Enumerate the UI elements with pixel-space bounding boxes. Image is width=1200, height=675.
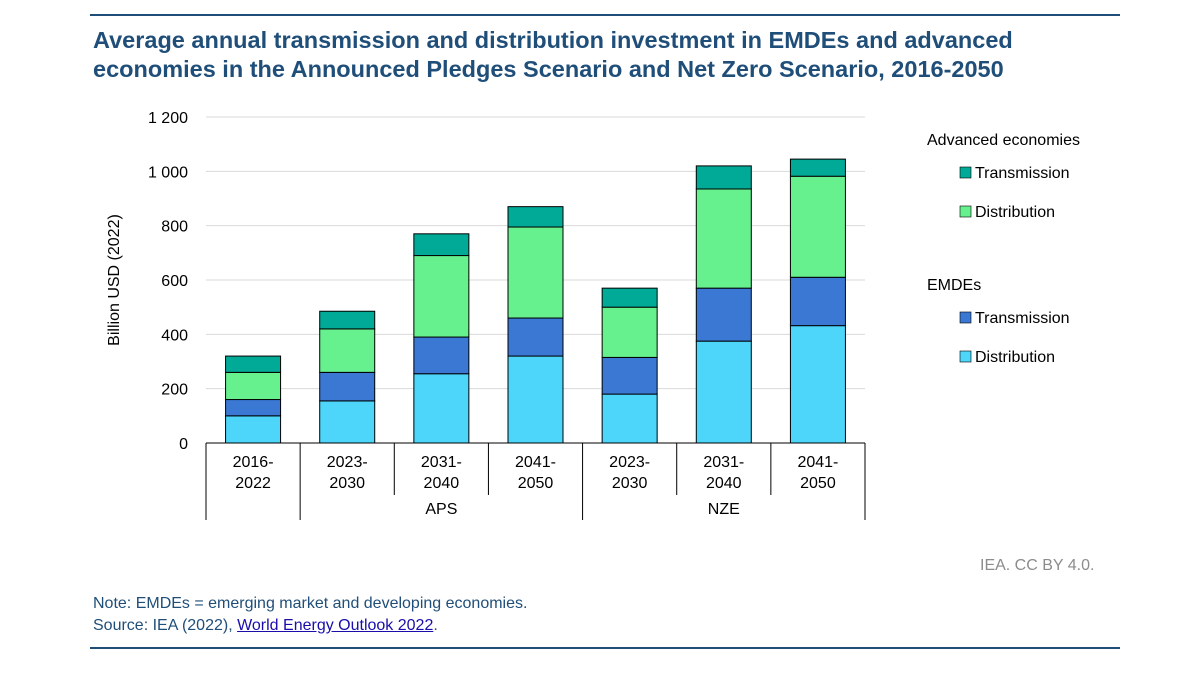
bar-emdes-transmission bbox=[695, 287, 752, 342]
bar-advanced-economies-distribution bbox=[319, 328, 376, 373]
y-tick-label: 0 bbox=[179, 436, 188, 453]
x-tick-label: 2041- bbox=[515, 454, 556, 471]
bar-advanced-economies-transmission bbox=[225, 355, 282, 373]
group-label: NZE bbox=[708, 501, 740, 518]
legend-swatch bbox=[959, 350, 972, 363]
legend-swatch bbox=[959, 166, 972, 179]
bar-emdes-distribution bbox=[601, 393, 658, 444]
source-suffix: . bbox=[433, 617, 438, 634]
y-tick-label: 1 200 bbox=[148, 110, 188, 127]
bar-advanced-economies-transmission bbox=[507, 206, 564, 228]
bar-advanced-economies-distribution bbox=[601, 306, 658, 358]
legend-label: Transmission bbox=[975, 165, 1070, 182]
bar-advanced-economies-distribution bbox=[413, 255, 470, 338]
bottom-rule bbox=[90, 647, 1120, 649]
bar-advanced-economies-transmission bbox=[319, 310, 376, 330]
credit-text: IEA. CC BY 4.0. bbox=[980, 557, 1095, 574]
x-tick-label: 2030 bbox=[329, 475, 365, 492]
x-tick-label: 2041- bbox=[797, 454, 838, 471]
bar-emdes-transmission bbox=[225, 399, 282, 417]
group-label: APS bbox=[425, 501, 457, 518]
legend-label: Distribution bbox=[975, 349, 1055, 366]
bar-emdes-distribution bbox=[789, 325, 846, 444]
bar-advanced-economies-distribution bbox=[225, 371, 282, 401]
y-axis-title: Billion USD (2022) bbox=[106, 214, 123, 346]
x-tick-label: 2022 bbox=[235, 475, 271, 492]
bar-advanced-economies-transmission bbox=[789, 158, 846, 177]
bar-advanced-economies-transmission bbox=[601, 287, 658, 308]
note-line: Note: EMDEs = emerging market and develo… bbox=[93, 595, 528, 612]
x-tick-label: 2050 bbox=[518, 475, 554, 492]
bar-emdes-distribution bbox=[507, 355, 564, 444]
y-tick-label: 400 bbox=[161, 327, 188, 344]
y-tick-label: 800 bbox=[161, 219, 188, 236]
bar-advanced-economies-distribution bbox=[507, 226, 564, 319]
note-block: Note: EMDEs = emerging market and develo… bbox=[93, 593, 527, 637]
y-tick-label: 1 000 bbox=[148, 164, 188, 181]
x-tick-label: 2016- bbox=[233, 454, 274, 471]
legend-swatch bbox=[959, 205, 972, 218]
bar-emdes-distribution bbox=[695, 340, 752, 444]
source-line: Source: IEA (2022), World Energy Outlook… bbox=[93, 615, 527, 637]
legend-title: EMDEs bbox=[927, 277, 981, 294]
y-tick-label: 200 bbox=[161, 382, 188, 399]
chart-title: Average annual transmission and distribu… bbox=[93, 27, 1013, 82]
legend-swatch bbox=[959, 311, 972, 324]
bar-emdes-transmission bbox=[789, 276, 846, 327]
x-tick-label: 2040 bbox=[424, 475, 460, 492]
x-tick-label: 2040 bbox=[706, 475, 742, 492]
bar-emdes-transmission bbox=[413, 336, 470, 375]
bar-emdes-transmission bbox=[507, 317, 564, 357]
x-tick-label: 2031- bbox=[421, 454, 462, 471]
legend-title: Advanced economies bbox=[927, 132, 1080, 149]
legend-label: Transmission bbox=[975, 310, 1070, 327]
x-tick-label: 2030 bbox=[612, 475, 648, 492]
bar-emdes-distribution bbox=[319, 400, 376, 444]
x-tick-label: 2050 bbox=[800, 475, 836, 492]
source-prefix: Source: IEA (2022), bbox=[93, 617, 238, 634]
bar-emdes-transmission bbox=[319, 371, 376, 402]
bar-advanced-economies-distribution bbox=[789, 175, 846, 278]
bar-emdes-distribution bbox=[225, 415, 282, 444]
source-link[interactable]: World Energy Outlook 2022 bbox=[237, 617, 434, 634]
bar-emdes-transmission bbox=[601, 356, 658, 395]
x-tick-label: 2023- bbox=[609, 454, 650, 471]
bar-advanced-economies-transmission bbox=[695, 165, 752, 190]
y-tick-label: 600 bbox=[161, 273, 188, 290]
bar-advanced-economies-distribution bbox=[695, 188, 752, 289]
bar-advanced-economies-transmission bbox=[413, 233, 470, 257]
x-tick-label: 2023- bbox=[327, 454, 368, 471]
bar-emdes-distribution bbox=[413, 373, 470, 444]
top-rule bbox=[90, 14, 1120, 16]
x-tick-label: 2031- bbox=[703, 454, 744, 471]
legend-label: Distribution bbox=[975, 204, 1055, 221]
